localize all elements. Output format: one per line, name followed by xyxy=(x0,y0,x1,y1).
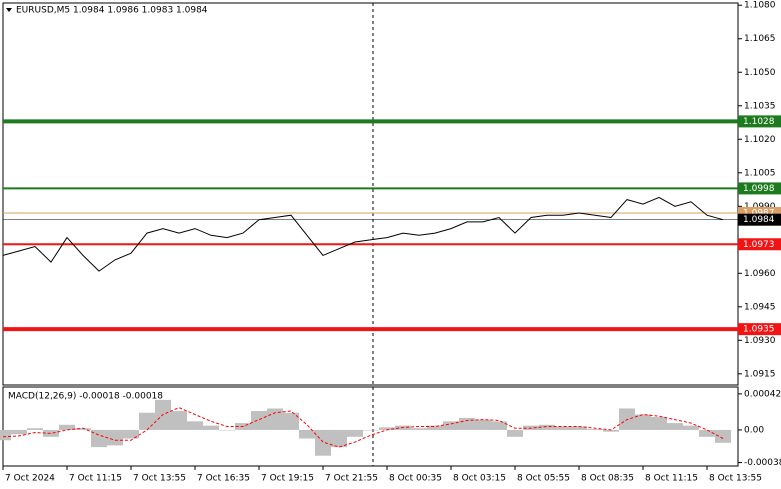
x-tick-label: 7 Oct 19:15 xyxy=(261,474,314,484)
y-tick-label: 1.1005 xyxy=(744,168,776,178)
macd-bar xyxy=(635,414,651,430)
macd-bar xyxy=(539,424,555,430)
macd-bar xyxy=(571,426,587,430)
y-tick-label: 1.1065 xyxy=(744,34,776,44)
y-tick-label: 1.0990 xyxy=(744,202,776,212)
x-tick-label: 7 Oct 16:35 xyxy=(197,474,250,484)
signal-line xyxy=(2,407,724,448)
macd-bar xyxy=(59,424,75,430)
macd-bar xyxy=(651,417,667,430)
macd-bar xyxy=(603,429,619,432)
macd-bar xyxy=(667,423,683,430)
macd-bar xyxy=(379,427,395,430)
macd-panel xyxy=(2,386,739,467)
macd-bar xyxy=(427,425,443,430)
price-line xyxy=(2,196,724,272)
level-label-box xyxy=(738,213,781,226)
level-label-box xyxy=(738,238,781,251)
macd-bar xyxy=(315,429,331,456)
y-tick-label: 1.0945 xyxy=(744,302,776,312)
y-tick-label: 1.0915 xyxy=(744,369,776,379)
macd-bar xyxy=(107,429,123,446)
macd-bar xyxy=(491,421,507,430)
macd-bar xyxy=(11,429,27,435)
macd-bar xyxy=(187,421,203,430)
y-tick-label: 1.1050 xyxy=(744,68,776,78)
y-tick-label: 1.0930 xyxy=(744,336,776,346)
macd-bar xyxy=(699,429,715,437)
macd-bar xyxy=(267,408,283,430)
y-tick-label: 1.1035 xyxy=(744,101,776,111)
y-tick-label: 1.0960 xyxy=(744,269,776,279)
level-label: 1.0973 xyxy=(743,240,775,250)
level-label: 1.0935 xyxy=(743,325,775,335)
macd-bar xyxy=(203,425,219,430)
macd-bar xyxy=(299,429,315,439)
y-tick-label: 0.00 xyxy=(744,425,764,435)
macd-title: MACD(12,26,9) -0.00018 -0.00018 xyxy=(8,392,163,402)
dropdown-icon xyxy=(6,8,12,12)
macd-bar xyxy=(43,429,59,437)
macd-bar xyxy=(139,412,155,430)
x-tick-label: 8 Oct 05:55 xyxy=(517,474,570,484)
y-tick-label: -0.00038 xyxy=(744,458,781,468)
x-tick-label: 8 Oct 11:15 xyxy=(645,474,698,484)
x-tick-label: 8 Oct 13:55 xyxy=(709,474,762,484)
macd-bar xyxy=(219,429,235,431)
x-tick-label: 8 Oct 03:15 xyxy=(453,474,506,484)
main-panel xyxy=(2,2,739,386)
macd-bar xyxy=(555,426,571,430)
macd-bar xyxy=(251,411,267,430)
macd-bar xyxy=(587,429,603,430)
macd-bar xyxy=(683,425,699,430)
macd-bar xyxy=(27,428,43,430)
level-label: 1.0984 xyxy=(743,215,775,225)
y-tick-label: 1.1080 xyxy=(744,1,776,11)
y-tick-label: 1.1020 xyxy=(744,135,776,145)
x-tick-label: 8 Oct 00:35 xyxy=(389,474,442,484)
macd-bar xyxy=(283,412,299,430)
macd-bar xyxy=(443,421,459,430)
macd-bar xyxy=(123,429,139,439)
macd-bar xyxy=(715,429,731,443)
y-tick-label: 0.00042 xyxy=(744,389,781,399)
x-tick-label: 8 Oct 08:35 xyxy=(581,474,634,484)
x-tick-label: 7 Oct 13:55 xyxy=(133,474,186,484)
macd-bar xyxy=(331,429,347,448)
level-label-box xyxy=(738,323,781,336)
macd-bar xyxy=(171,411,187,430)
macd-bar xyxy=(363,429,379,431)
macd-bar xyxy=(347,429,363,437)
macd-bar xyxy=(475,419,491,430)
macd-bar xyxy=(75,428,91,430)
level-label-box xyxy=(738,182,781,195)
level-label-box xyxy=(738,115,781,128)
macd-bar xyxy=(411,428,427,430)
x-tick-label: 7 Oct 2024 xyxy=(5,474,55,484)
x-tick-label: 7 Oct 21:55 xyxy=(325,474,378,484)
x-tick-label: 7 Oct 11:15 xyxy=(69,474,122,484)
chart-title: EURUSD,M5 1.0984 1.0986 1.0983 1.0984 xyxy=(16,6,208,16)
macd-bar xyxy=(507,429,523,437)
level-label: 1.0987 xyxy=(743,208,775,218)
level-label: 1.0998 xyxy=(743,184,775,194)
macd-bar xyxy=(0,429,11,441)
level-label: 1.1028 xyxy=(743,117,775,127)
macd-bar xyxy=(91,429,107,448)
